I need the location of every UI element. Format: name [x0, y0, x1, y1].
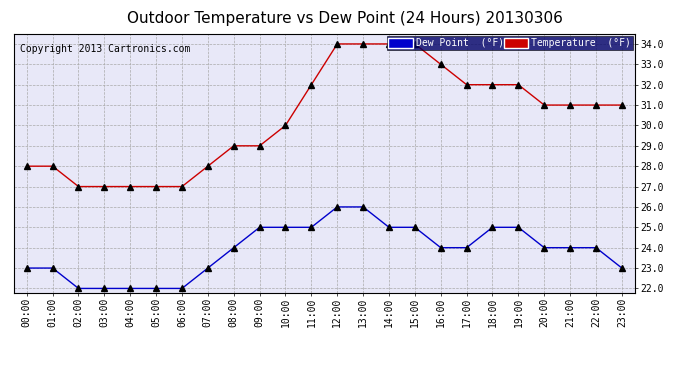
Text: Outdoor Temperature vs Dew Point (24 Hours) 20130306: Outdoor Temperature vs Dew Point (24 Hou… [127, 11, 563, 26]
Legend: Dew Point  (°F), Temperature  (°F): Dew Point (°F), Temperature (°F) [386, 36, 633, 50]
Text: Copyright 2013 Cartronics.com: Copyright 2013 Cartronics.com [20, 44, 190, 54]
